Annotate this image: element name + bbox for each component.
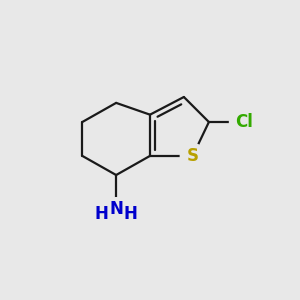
Text: H: H bbox=[94, 205, 108, 223]
Text: N: N bbox=[109, 200, 123, 218]
Text: H: H bbox=[124, 205, 138, 223]
Circle shape bbox=[105, 198, 127, 220]
Circle shape bbox=[230, 107, 259, 137]
Circle shape bbox=[180, 143, 205, 168]
Text: Cl: Cl bbox=[235, 113, 253, 131]
Text: S: S bbox=[187, 147, 199, 165]
